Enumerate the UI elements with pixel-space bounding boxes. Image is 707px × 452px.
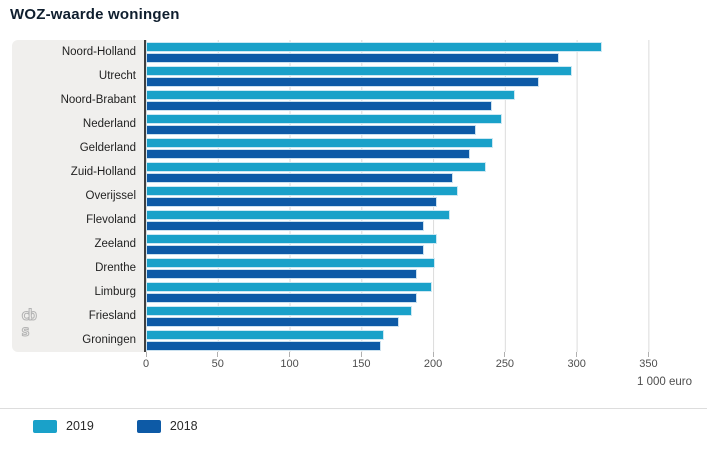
- x-tick-label-100: 100: [280, 358, 299, 370]
- category-label-gelderland: Gelderland: [79, 142, 136, 154]
- cbs-logo: cb s: [21, 306, 40, 341]
- x-tick-mark-200: [432, 352, 434, 357]
- category-label-friesland: Friesland: [88, 310, 136, 322]
- bar-2018-utrecht: [146, 77, 540, 87]
- category-label-noord-brabant: Noord-Brabant: [60, 94, 136, 106]
- legend-label-2019: 2019: [66, 419, 94, 433]
- category-label-noord-holland: Noord-Holland: [61, 46, 136, 58]
- bar-2018-friesland: [146, 317, 399, 327]
- bar-2018-nederland: [146, 125, 477, 135]
- x-tick-label-150: 150: [352, 358, 371, 370]
- category-label-utrecht: Utrecht: [98, 70, 136, 82]
- bar-2018-zeeland: [146, 245, 425, 255]
- category-label-drenthe: Drenthe: [95, 262, 136, 274]
- bar-2019-utrecht: [146, 66, 573, 76]
- bar-2019-noord-brabant: [146, 90, 515, 100]
- x-tick-mark-300: [576, 352, 578, 357]
- bar-2019-zuid-holland: [146, 162, 487, 172]
- bar-2018-drenthe: [146, 269, 418, 279]
- chart-title: WOZ-waarde woningen: [10, 6, 180, 23]
- bar-2018-noord-holland: [146, 53, 560, 63]
- bar-2019-gelderland: [146, 138, 494, 148]
- category-label-zuid-holland: Zuid-Holland: [70, 166, 136, 178]
- x-tick-mark-250: [504, 352, 506, 357]
- bar-2018-groningen: [146, 341, 382, 351]
- legend-label-2018: 2018: [169, 419, 198, 433]
- x-tick-mark-0: [145, 352, 147, 357]
- x-tick-label-0: 0: [142, 358, 150, 370]
- x-tick-label-50: 50: [211, 358, 224, 370]
- legend-item-2019[interactable]: 2019: [33, 419, 94, 433]
- legend-swatch-2019: [33, 419, 57, 433]
- x-tick-mark-50: [217, 352, 219, 357]
- bar-2018-noord-brabant: [146, 101, 492, 111]
- svg-text:cb: cb: [21, 306, 37, 324]
- legend: 2019 2018: [33, 419, 198, 433]
- bar-2018-gelderland: [146, 149, 471, 159]
- bar-2019-limburg: [146, 282, 432, 292]
- category-label-overijssel: Overijssel: [85, 190, 136, 202]
- x-tick-label-300: 300: [567, 358, 586, 370]
- x-tick-label-200: 200: [423, 358, 443, 370]
- category-label-nederland: Nederland: [82, 118, 136, 130]
- legend-divider: [0, 408, 707, 409]
- bar-2019-flevoland: [146, 210, 451, 220]
- category-panel: Noord-Holland Utrecht Noord-Brabant Nederla…: [12, 40, 144, 352]
- bar-2019-overijssel: [146, 186, 458, 196]
- x-axis: 0 50 100 150 200 250 300 350: [142, 352, 694, 374]
- legend-item-2018[interactable]: 2018: [136, 419, 198, 433]
- axis-unit-label: 1 000 euro: [637, 376, 692, 388]
- x-tick-label-250: 250: [495, 358, 515, 370]
- x-tick-mark-150: [360, 352, 362, 357]
- category-label-groningen: Groningen: [82, 334, 136, 346]
- x-tick-mark-350: [647, 352, 649, 357]
- bar-2019-groningen: [146, 330, 385, 340]
- bar-2018-flevoland: [146, 221, 425, 231]
- bar-2019-noord-holland: [146, 42, 603, 52]
- bar-2019-zeeland: [146, 234, 438, 244]
- plot-area: [144, 40, 694, 352]
- x-tick-mark-100: [289, 352, 291, 357]
- bar-2019-nederland: [146, 114, 502, 124]
- x-tick-label-350: 350: [639, 358, 658, 370]
- svg-text:s: s: [21, 322, 30, 340]
- bar-2018-limburg: [146, 293, 418, 303]
- category-label-flevoland: Flevoland: [86, 214, 136, 226]
- category-label-limburg: Limburg: [94, 286, 136, 298]
- bar-2019-drenthe: [146, 258, 435, 268]
- bar-2019-friesland: [146, 306, 412, 316]
- legend-swatch-2018: [136, 419, 161, 433]
- category-label-zeeland: Zeeland: [94, 238, 136, 250]
- bar-2018-overijssel: [146, 197, 438, 207]
- bar-2018-zuid-holland: [146, 173, 454, 183]
- bar-chart: Noord-Holland Utrecht Noord-Brabant Nederla…: [0, 40, 707, 352]
